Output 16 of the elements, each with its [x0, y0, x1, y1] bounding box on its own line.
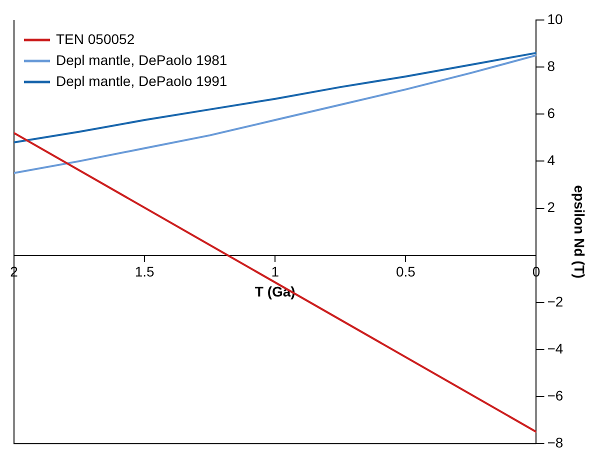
y-tick-label: 4: [547, 152, 556, 168]
x-tick-label: 0.5: [396, 264, 416, 280]
legend-label: Depl mantle, DePaolo 1991: [56, 72, 228, 89]
y-tick-label: 6: [547, 104, 556, 121]
y-tick-label: −4: [547, 340, 564, 356]
y-axis-title: epsilon Nd (T): [572, 185, 588, 278]
legend-label: TEN 050052: [56, 30, 135, 47]
y-tick-label: −6: [547, 387, 564, 404]
y-tick-label: 10: [547, 10, 564, 27]
x-tick-label: 1.5: [134, 264, 154, 280]
y-tick-label: −8: [547, 434, 564, 450]
y-tick-label: −2: [547, 293, 564, 310]
legend-label: Depl mantle, DePaolo 1981: [56, 52, 228, 68]
y-tick-label: 2: [547, 199, 556, 216]
y-tick-label: 8: [547, 58, 556, 74]
x-tick-label: 1: [271, 264, 280, 280]
